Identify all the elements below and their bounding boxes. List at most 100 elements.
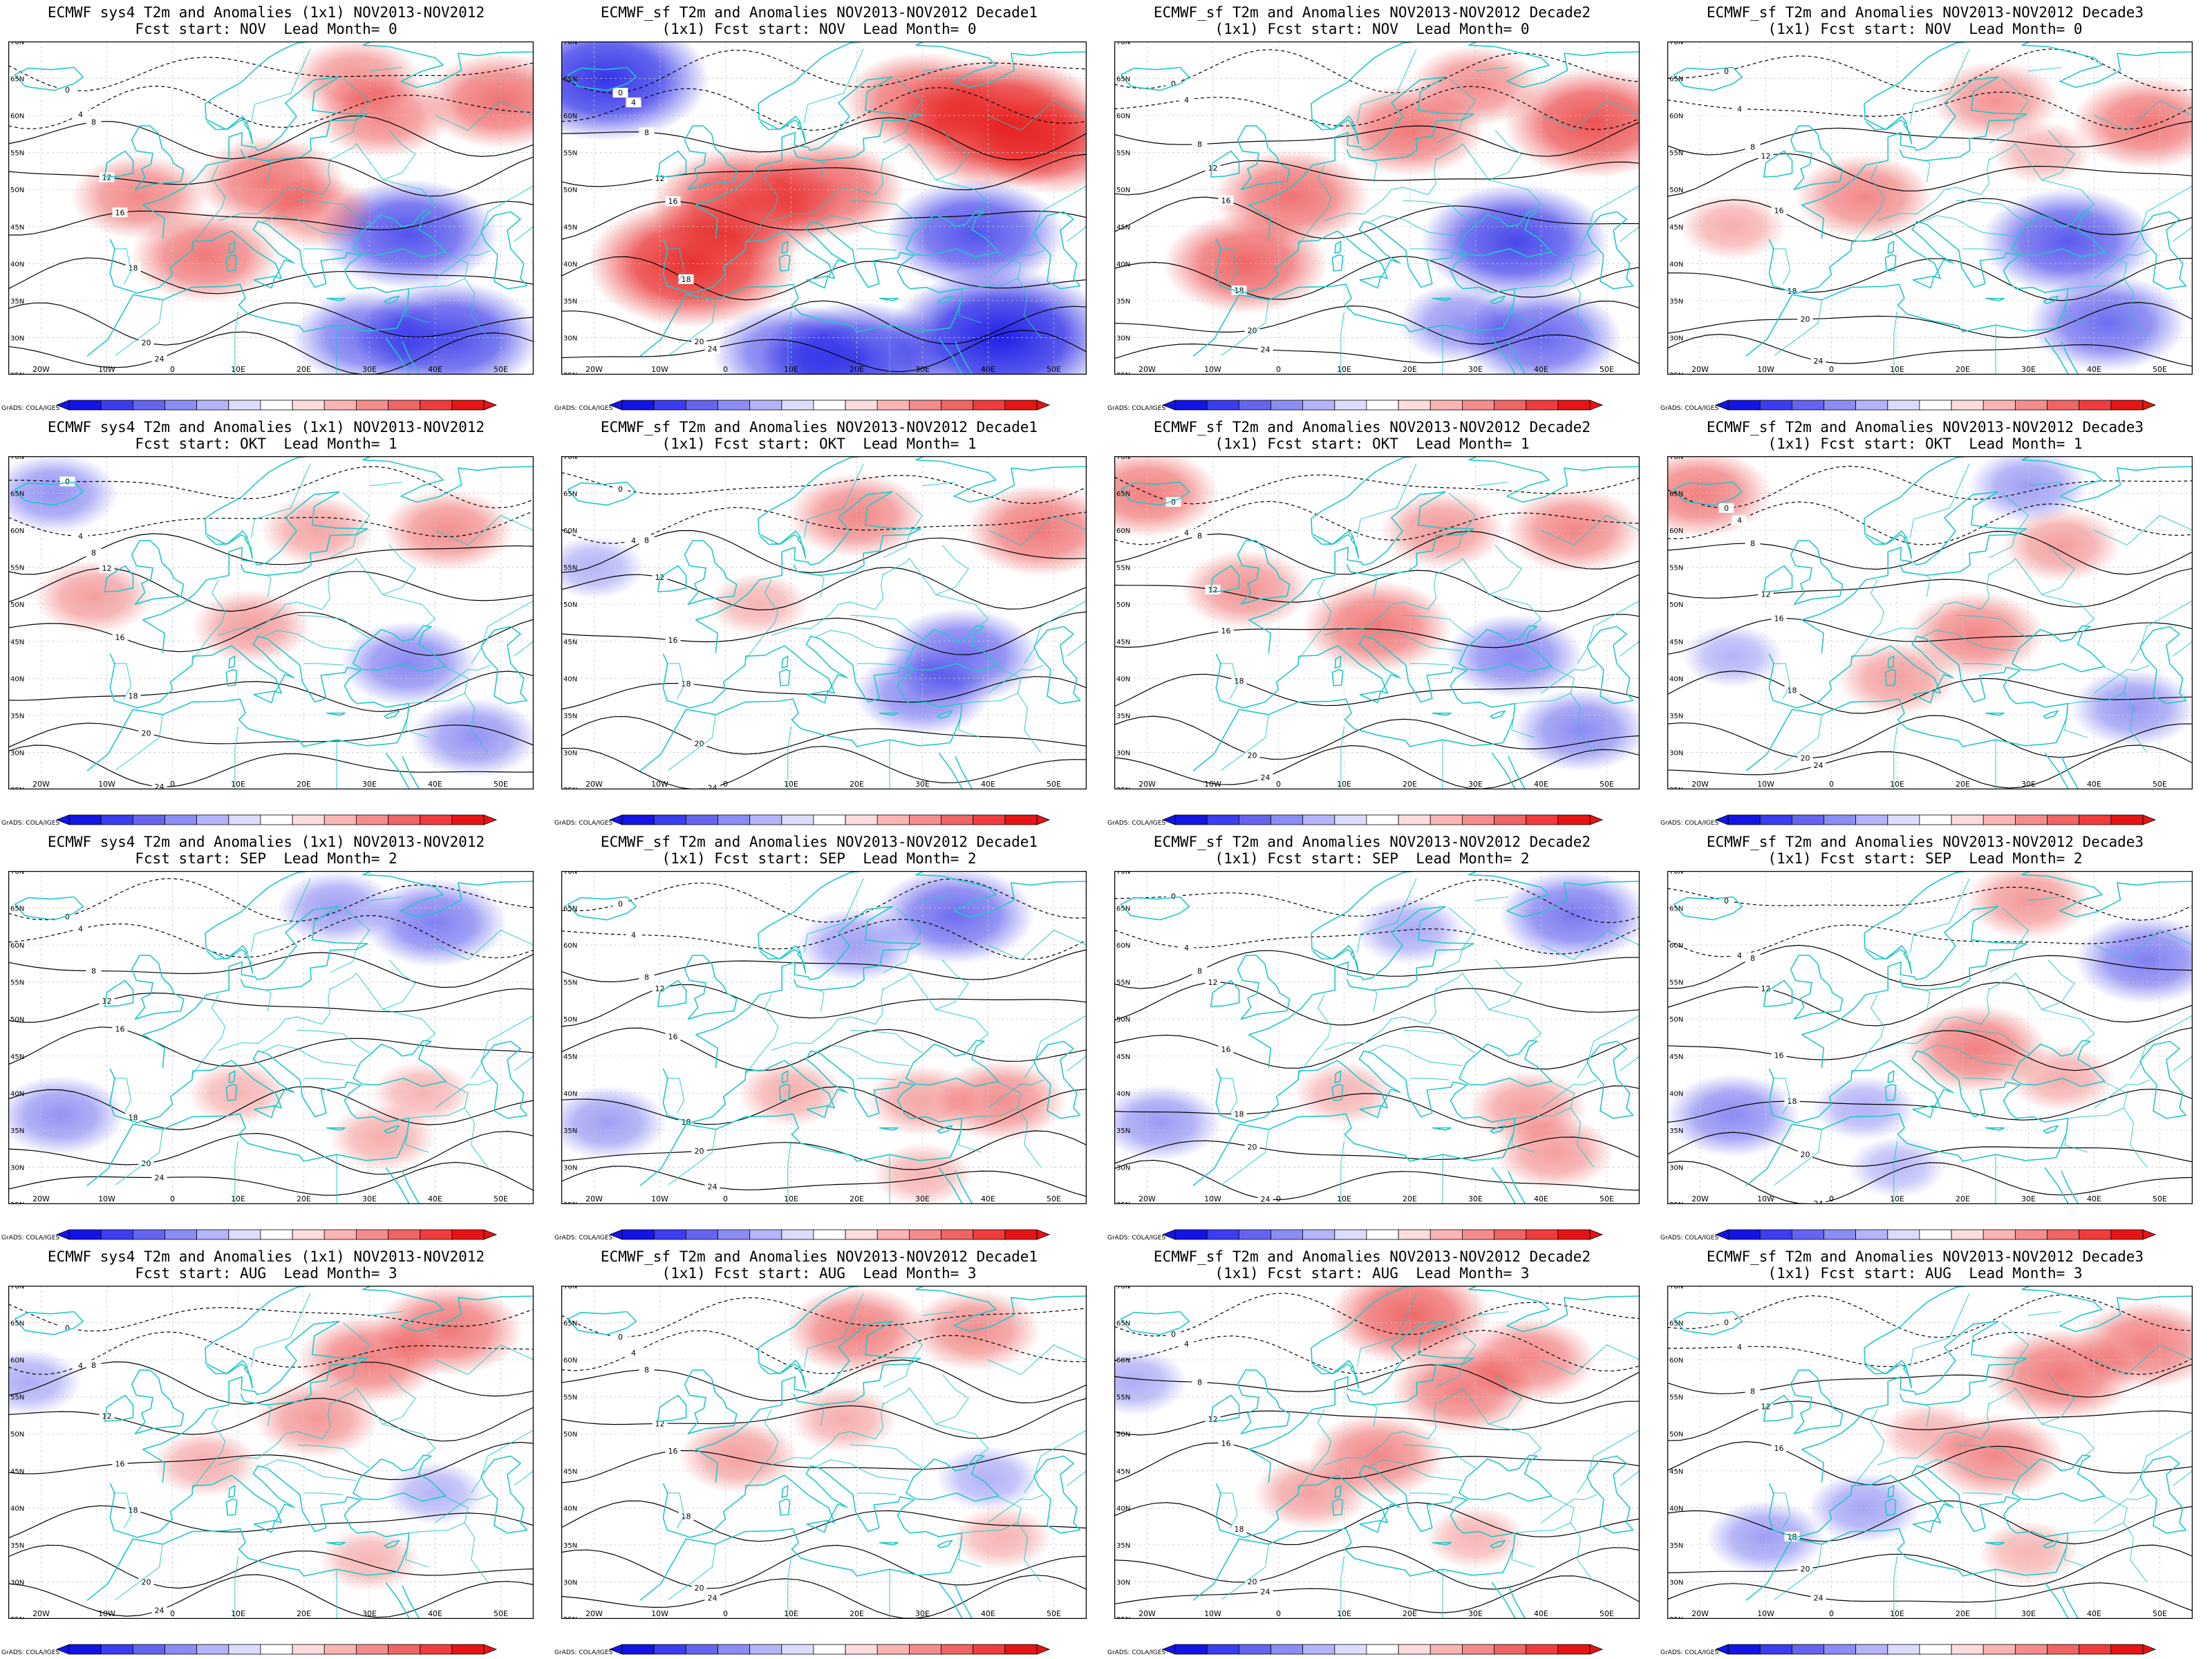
border	[818, 574, 825, 597]
colorbar-segment	[2014, 400, 2047, 411]
lon-label: 10W	[98, 1609, 115, 1618]
coastline	[1432, 712, 1452, 716]
colorbar-segment	[451, 1229, 485, 1240]
colorbar-segment	[1919, 400, 1952, 411]
grads-credit: GrADS: COLA/IGES	[1660, 1649, 1719, 1656]
map-frame	[561, 871, 1087, 1204]
isotherm-label-bg	[1257, 1586, 1273, 1597]
coastline	[1985, 1127, 2005, 1131]
colorbar-segment	[1759, 1229, 1792, 1240]
grads-credit: GrADS: COLA/IGES	[1, 1235, 60, 1241]
border	[1909, 463, 1970, 538]
lon-label: 0	[1276, 365, 1281, 374]
lat-label: 65N	[10, 906, 24, 913]
border	[234, 1555, 239, 1619]
colorbar-segment	[1727, 1229, 1761, 1240]
coastlines	[1673, 871, 2193, 1204]
colorbar-arrow-right	[2142, 1229, 2157, 1240]
coastline	[657, 980, 687, 1007]
isotherm-label-bg	[691, 738, 707, 749]
isotherm-label: 0	[65, 86, 70, 95]
lat-label: 45N	[10, 224, 24, 232]
anomaly-map: 048121618202425N30N35N40N45N50N55N60N65N…	[1667, 871, 2193, 1204]
colorbar	[55, 1644, 498, 1655]
colorbar-segment	[1461, 814, 1494, 825]
lon-label: 50E	[1047, 1194, 1061, 1203]
cold-anomaly	[1445, 613, 1584, 699]
border	[2123, 1107, 2147, 1168]
anomaly-map: 048121618202425N30N35N40N45N50N55N60N65N…	[1114, 41, 1640, 375]
coastline	[1331, 1498, 1344, 1516]
coastline	[1790, 1369, 1844, 1434]
colorbar	[55, 400, 498, 411]
isotherm-18	[561, 1086, 1087, 1130]
isotherm-label: 0	[65, 1324, 70, 1333]
border	[297, 615, 370, 639]
colorbar-segment	[749, 814, 782, 825]
coastlines	[1120, 1286, 1640, 1619]
border	[922, 66, 956, 72]
colorbar-segment	[718, 1229, 751, 1240]
border	[1515, 1081, 1575, 1119]
isotherm-label: 20	[142, 1578, 151, 1587]
colorbar-segment	[1334, 1644, 1367, 1655]
coastline	[1432, 1541, 1452, 1546]
isotherm-label: 8	[91, 548, 96, 557]
border	[435, 1079, 491, 1109]
coastline	[567, 896, 637, 921]
isotherm-label: 20	[1248, 751, 1257, 760]
coastline	[225, 254, 238, 272]
colorbar-segment	[1824, 1644, 1857, 1655]
panel-title: ECMWF_sf T2m and Anomalies NOV2013-NOV20…	[1153, 419, 1591, 435]
isotherm-label: 20	[695, 1584, 704, 1593]
lat-label: 60N	[10, 942, 24, 950]
isotherm-label-bg	[1205, 584, 1221, 594]
lon-label: 40E	[1534, 365, 1548, 374]
lon-label: 50E	[1600, 780, 1614, 789]
coastline	[1311, 871, 1640, 974]
lon-label: 10W	[98, 1194, 115, 1203]
isotherm-16	[1114, 1442, 1640, 1483]
map-panel: ECMWF_sf T2m and Anomalies NOV2013-NOV20…	[1659, 0, 2212, 415]
border	[1620, 226, 1640, 242]
lon-label: 20W	[1138, 1194, 1156, 1203]
border	[1541, 1079, 1597, 1109]
colorbar-segment	[877, 1229, 910, 1240]
country-borders	[113, 1293, 534, 1619]
border	[666, 1078, 685, 1114]
anomaly-field	[1679, 61, 2193, 372]
colorbar-arrow-right	[1589, 400, 1604, 411]
border	[191, 994, 226, 1075]
coastline	[684, 125, 738, 190]
map-frame	[1667, 456, 2193, 789]
map-panel: ECMWF_sf T2m and Anomalies NOV2013-NOV20…	[1659, 830, 2212, 1244]
lat-label: 45N	[1669, 224, 1683, 232]
coastline	[1887, 655, 1895, 669]
coastline	[639, 1465, 963, 1601]
panel-subtitle: Fcst start: SEP Lead Month= 2	[135, 850, 397, 867]
border	[958, 1537, 982, 1568]
isotherm-label-bg	[99, 563, 115, 573]
map-svg: 048121618202425N30N35N40N45N50N55N60N65N…	[1667, 871, 2193, 1204]
colorbar-segment	[1238, 1644, 1271, 1655]
isotherm-label: 0	[65, 478, 70, 487]
warm-anomaly	[707, 572, 809, 636]
colorbar-svg	[55, 400, 498, 411]
isotherm-label: 24	[1261, 346, 1271, 355]
border	[115, 1544, 163, 1600]
isotherm-label-bg	[1810, 1198, 1826, 1204]
coastline	[1490, 710, 1506, 720]
isotherm-4	[1667, 1331, 2193, 1376]
border	[803, 463, 864, 538]
border	[1409, 248, 1450, 251]
lon-label: 40E	[428, 365, 442, 374]
border	[771, 573, 884, 636]
border	[666, 248, 685, 285]
lat-label: 60N	[1116, 113, 1130, 120]
border	[2068, 1081, 2128, 1119]
lon-label: 50E	[1047, 780, 1061, 789]
isotherm-12	[561, 984, 1087, 1027]
lat-label: 50N	[10, 1431, 24, 1438]
map-svg: 048121618202425N30N35N40N45N50N55N60N65N…	[561, 1286, 1087, 1619]
lat-label: 25N	[10, 1201, 24, 1204]
